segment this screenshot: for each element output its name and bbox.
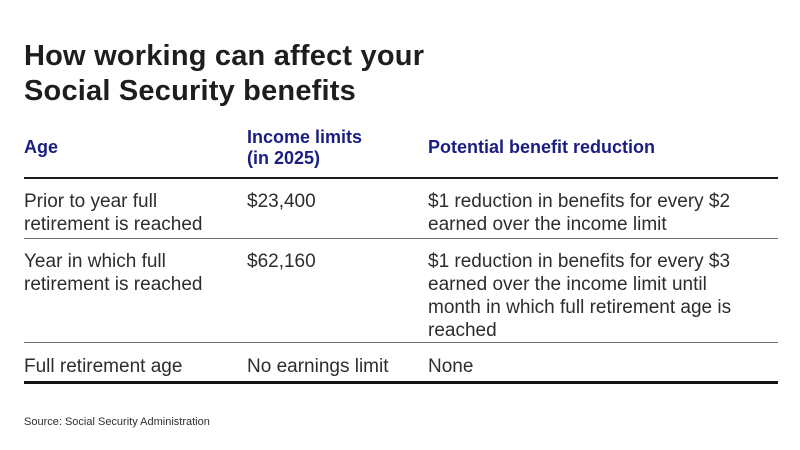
table-row: Year in which full retirement is reached… [24, 239, 778, 343]
column-header-age: Age [24, 137, 59, 157]
cell-income-limit: $23,400 [247, 191, 316, 212]
page-title-line-2: Social Security benefits [24, 75, 356, 108]
table-row: Prior to year full retirement is reached… [24, 179, 778, 239]
cell-age: Full retirement age [24, 356, 183, 377]
table-header-row: Age Income limits (in 2025) Potential be… [24, 118, 778, 179]
column-header-potential-benefit-reduction: Potential benefit reduction [428, 137, 656, 157]
cell-age: Year in which full retirement is reached [24, 251, 203, 295]
cell-income-limit: $62,160 [247, 251, 316, 272]
page-title: How working can affect your Social Secur… [24, 39, 424, 109]
table-row: Full retirement age No earnings limit No… [24, 343, 778, 384]
cell-benefit-reduction: $1 reduction in benefits for every $3 ea… [428, 251, 732, 341]
cell-benefit-reduction: $1 reduction in benefits for every $2 ea… [428, 191, 731, 235]
benefits-table: Age Income limits (in 2025) Potential be… [24, 118, 778, 384]
cell-income-limit: No earnings limit [247, 356, 389, 377]
page-title-line-1: How working can affect your [24, 40, 425, 73]
cell-age: Prior to year full retirement is reached [24, 191, 203, 235]
column-header-income-limits: Income limits (in 2025) [247, 126, 363, 168]
cell-benefit-reduction: None [428, 356, 474, 377]
source-attribution: Source: Social Security Administration [24, 416, 210, 428]
